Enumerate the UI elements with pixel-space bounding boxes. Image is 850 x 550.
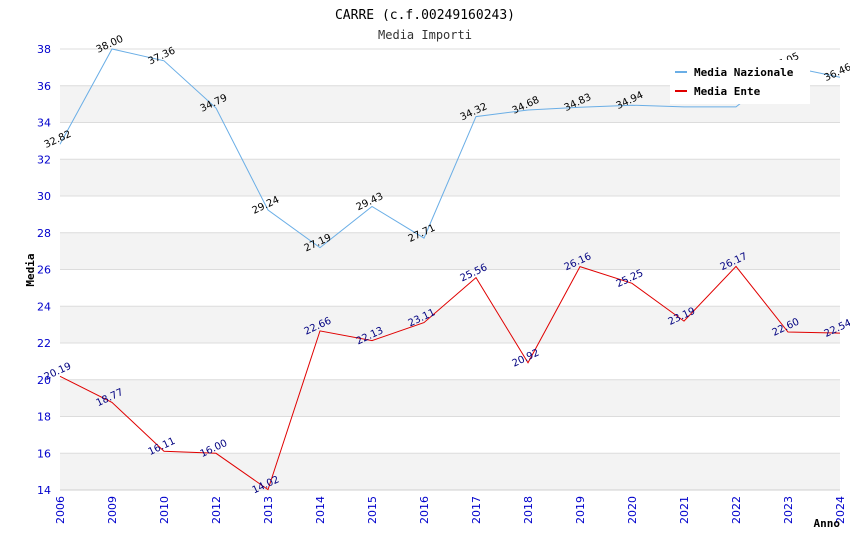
plot-band	[60, 122, 840, 160]
y-tick-label: 16	[37, 447, 51, 460]
legend-label-media-ente: Media Ente	[694, 85, 761, 98]
plot-band	[60, 196, 840, 233]
x-tick-label: 2019	[574, 496, 587, 524]
y-tick-label: 18	[37, 411, 51, 424]
y-tick-label: 24	[37, 300, 51, 313]
legend: Media Nazionale Media Ente	[670, 60, 810, 104]
x-tick-label: 2018	[522, 496, 535, 524]
chart-subtitle: Media Importi	[378, 28, 472, 42]
x-tick-label: 2023	[782, 496, 795, 524]
x-tick-label: 2021	[678, 496, 691, 524]
x-tick-label: 2016	[418, 496, 431, 524]
x-tick-label: 2006	[54, 496, 67, 524]
plot-band	[60, 416, 840, 454]
x-tick-label: 2012	[210, 496, 223, 524]
plot-band	[60, 453, 840, 490]
x-axis-ticks: 2006 2009 2010 2012 2013 2014 2015 2016 2017 2018…	[54, 496, 847, 524]
plot-band	[60, 306, 840, 343]
y-tick-label: 20	[37, 374, 51, 387]
legend-box	[670, 60, 810, 104]
y-tick-label: 36	[37, 80, 51, 93]
x-tick-label: 2017	[470, 496, 483, 524]
y-tick-label: 26	[37, 264, 51, 277]
x-tick-label: 2010	[158, 496, 171, 524]
y-tick-label: 14	[37, 484, 51, 497]
grid-lines	[60, 48, 840, 491]
x-tick-label: 2022	[730, 496, 743, 524]
x-tick-label: 2020	[626, 496, 639, 524]
y-axis-label: Media	[24, 253, 37, 286]
x-tick-label: 2015	[366, 496, 379, 524]
y-tick-label: 32	[37, 153, 51, 166]
y-tick-label: 22	[37, 337, 51, 350]
series-line-media-nazionale	[59, 48, 841, 249]
y-tick-label: 34	[37, 117, 51, 130]
plot-band	[60, 343, 840, 380]
y-tick-label: 30	[37, 190, 51, 203]
x-axis-label: Anno	[814, 517, 841, 530]
x-tick-label: 2024	[834, 496, 847, 524]
y-tick-label: 28	[37, 227, 51, 240]
x-tick-label: 2014	[314, 496, 327, 524]
series-lines	[59, 48, 841, 491]
y-axis-ticks: 14 16 18 20 22 24 26 28 30 32 34 36 38	[37, 43, 51, 497]
x-tick-label: 2013	[262, 496, 275, 524]
x-tick-label: 2009	[106, 496, 119, 524]
plot-background-bands	[60, 49, 840, 490]
plot-band	[60, 232, 840, 270]
legend-label-media-nazionale: Media Nazionale	[694, 66, 794, 79]
plot-band	[60, 379, 840, 417]
y-tick-label: 38	[37, 43, 51, 56]
series-line-media-ente	[59, 265, 841, 491]
chart-title: CARRE (c.f.00249160243)	[335, 8, 515, 23]
